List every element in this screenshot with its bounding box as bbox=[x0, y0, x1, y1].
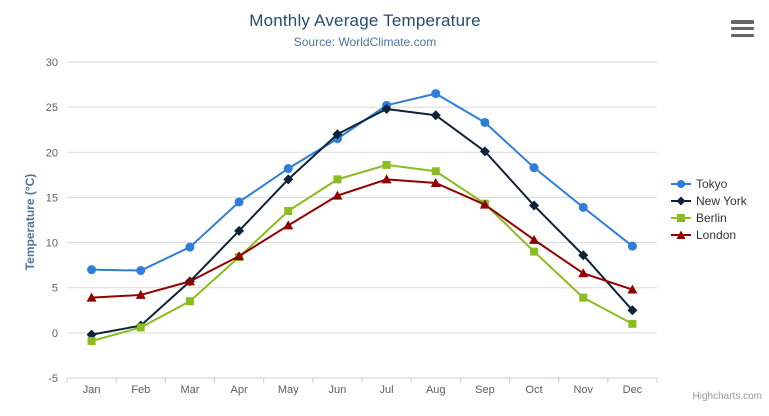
data-point[interactable] bbox=[135, 289, 146, 299]
legend-item-tokyo[interactable]: Tokyo bbox=[671, 177, 747, 191]
data-point[interactable] bbox=[381, 103, 392, 114]
data-point[interactable] bbox=[284, 206, 293, 215]
x-axis-tick-label: Aug bbox=[426, 384, 446, 396]
legend-item-new-york[interactable]: New York bbox=[671, 194, 747, 208]
data-point[interactable] bbox=[185, 297, 194, 306]
legend-label: Tokyo bbox=[696, 177, 728, 191]
chart-subtitle: Source: WorldClimate.com bbox=[293, 35, 437, 49]
data-point[interactable] bbox=[479, 146, 490, 157]
data-point[interactable] bbox=[185, 242, 195, 252]
data-point[interactable] bbox=[529, 234, 540, 244]
circle-marker-icon bbox=[671, 180, 691, 188]
x-axis-tick-label: Mar bbox=[180, 384, 199, 396]
data-point[interactable] bbox=[184, 276, 195, 286]
legend-item-berlin[interactable]: Berlin bbox=[671, 211, 747, 225]
legend: Tokyo New York Berlin London bbox=[671, 177, 747, 242]
data-point[interactable] bbox=[479, 199, 490, 209]
data-point[interactable] bbox=[136, 323, 145, 332]
y-axis-tick-label: 15 bbox=[46, 192, 58, 204]
highcharts-credit[interactable]: Highcharts.com bbox=[692, 391, 762, 402]
export-menu-button[interactable] bbox=[731, 20, 754, 37]
data-point[interactable] bbox=[283, 174, 294, 185]
data-point[interactable] bbox=[332, 190, 343, 200]
triangle-marker-icon bbox=[671, 230, 691, 239]
legend-label: Berlin bbox=[696, 211, 727, 225]
data-point[interactable] bbox=[86, 292, 97, 302]
x-axis-tick-label: Jan bbox=[83, 384, 101, 396]
square-marker-icon bbox=[671, 214, 691, 222]
data-point[interactable] bbox=[627, 305, 638, 316]
x-axis-tick-label: Nov bbox=[573, 384, 593, 396]
data-point[interactable] bbox=[578, 250, 589, 261]
y-axis-tick-label: 0 bbox=[52, 328, 58, 340]
hamburger-icon bbox=[731, 33, 754, 37]
data-point[interactable] bbox=[234, 251, 245, 261]
data-point[interactable] bbox=[283, 220, 294, 230]
y-axis-tick-label: 10 bbox=[46, 238, 58, 250]
x-axis-tick-label: Oct bbox=[526, 384, 543, 396]
hamburger-icon bbox=[731, 26, 754, 31]
y-axis-tick-label: 25 bbox=[46, 102, 58, 114]
x-axis-tick-label: Apr bbox=[231, 384, 248, 396]
data-point[interactable] bbox=[382, 160, 391, 169]
x-axis-tick-label: Sep bbox=[475, 384, 495, 396]
data-point[interactable] bbox=[431, 167, 440, 176]
data-point[interactable] bbox=[430, 110, 441, 121]
data-point[interactable] bbox=[333, 175, 342, 184]
series-line-tokyo bbox=[90, 92, 634, 272]
chart-title: Monthly Average Temperature bbox=[249, 11, 481, 30]
data-point[interactable] bbox=[529, 163, 539, 173]
x-axis-tick-label: Feb bbox=[131, 384, 150, 396]
data-point[interactable] bbox=[529, 200, 540, 211]
data-point[interactable] bbox=[87, 265, 97, 275]
data-point[interactable] bbox=[578, 202, 588, 212]
hamburger-icon bbox=[731, 20, 754, 24]
data-point[interactable] bbox=[530, 247, 539, 256]
y-axis-title: Temperature (°C) bbox=[23, 173, 37, 271]
data-point[interactable] bbox=[381, 174, 392, 184]
data-point[interactable] bbox=[431, 89, 441, 99]
data-point[interactable] bbox=[332, 129, 343, 140]
y-axis-tick-label: 30 bbox=[46, 57, 58, 69]
data-point[interactable] bbox=[627, 284, 638, 294]
data-point[interactable] bbox=[234, 225, 245, 236]
series-line-london bbox=[90, 178, 634, 299]
data-point[interactable] bbox=[628, 319, 637, 328]
data-point[interactable] bbox=[136, 266, 146, 276]
series-line-new-york bbox=[90, 107, 634, 336]
data-point[interactable] bbox=[234, 197, 244, 207]
data-point[interactable] bbox=[480, 117, 490, 127]
y-axis-tick-label: -5 bbox=[48, 373, 58, 385]
data-point[interactable] bbox=[87, 336, 96, 345]
series-line-berlin bbox=[90, 163, 634, 342]
diamond-marker-icon bbox=[671, 196, 691, 206]
data-point[interactable] bbox=[627, 241, 637, 251]
x-axis-tick-label: Dec bbox=[623, 384, 643, 396]
data-point[interactable] bbox=[283, 164, 293, 174]
data-point[interactable] bbox=[578, 268, 589, 278]
y-axis-tick-label: 5 bbox=[52, 283, 58, 295]
x-axis-tick-label: Jul bbox=[380, 384, 394, 396]
x-axis-tick-label: Jun bbox=[329, 384, 347, 396]
data-point[interactable] bbox=[579, 293, 588, 302]
y-axis-tick-label: 20 bbox=[46, 147, 58, 159]
legend-label: New York bbox=[696, 194, 747, 208]
data-point[interactable] bbox=[430, 177, 441, 187]
legend-label: London bbox=[696, 228, 737, 242]
x-axis-tick-label: May bbox=[278, 384, 299, 396]
legend-item-london[interactable]: London bbox=[671, 228, 747, 242]
